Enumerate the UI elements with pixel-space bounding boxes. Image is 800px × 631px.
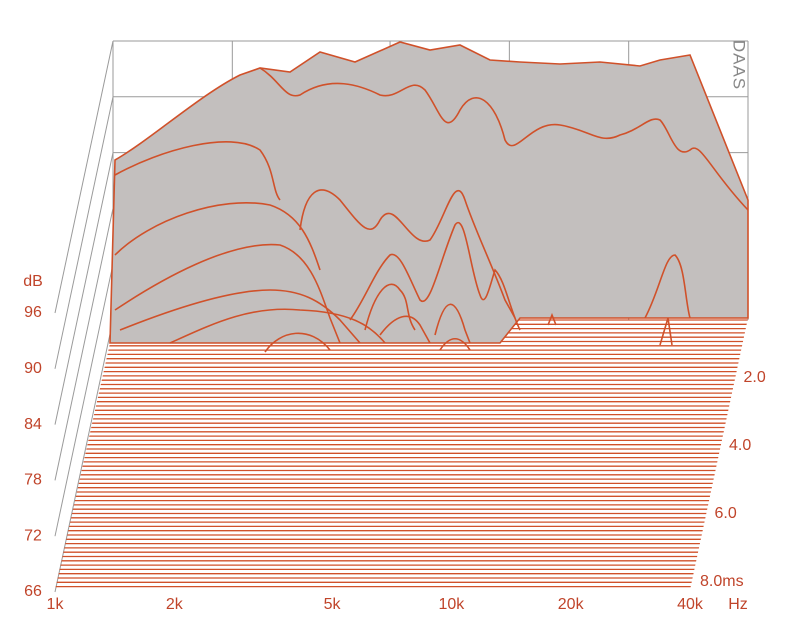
z-tick-label: 4.0 bbox=[729, 437, 751, 454]
decay-surface bbox=[109, 41, 749, 344]
grid-line bbox=[54, 208, 114, 481]
grid-line bbox=[54, 264, 114, 537]
x-tick-label: 40k bbox=[677, 596, 704, 613]
z-tick-label: 8.0ms bbox=[700, 573, 744, 590]
watermark: DAAS bbox=[730, 40, 749, 90]
x-axis-unit: Hz bbox=[728, 596, 748, 613]
x-tick-label: 2k bbox=[166, 596, 184, 613]
x-tick-label: 10k bbox=[438, 596, 465, 613]
y-axis-label: dB bbox=[23, 273, 43, 290]
front-contours bbox=[264, 317, 673, 353]
grid-line bbox=[54, 96, 114, 369]
x-tick-label: 20k bbox=[558, 596, 585, 613]
z-tick-label: 6.0 bbox=[715, 505, 737, 522]
grid-line bbox=[54, 319, 114, 593]
surface bbox=[109, 41, 749, 344]
y-tick-label: 78 bbox=[24, 472, 42, 489]
grid-line bbox=[54, 40, 114, 314]
decay-contours bbox=[114, 67, 749, 344]
z-tick-label: 2.0 bbox=[744, 369, 766, 386]
grid-line bbox=[54, 152, 114, 425]
y-tick-label: 84 bbox=[24, 416, 42, 433]
y-tick-label: 66 bbox=[24, 583, 42, 600]
x-tick-label: 1k bbox=[47, 596, 65, 613]
y-tick-label: 72 bbox=[24, 527, 42, 544]
y-tick-label: 96 bbox=[24, 304, 42, 321]
y-tick-label: 90 bbox=[24, 360, 42, 377]
x-tick-label: 5k bbox=[324, 596, 342, 613]
